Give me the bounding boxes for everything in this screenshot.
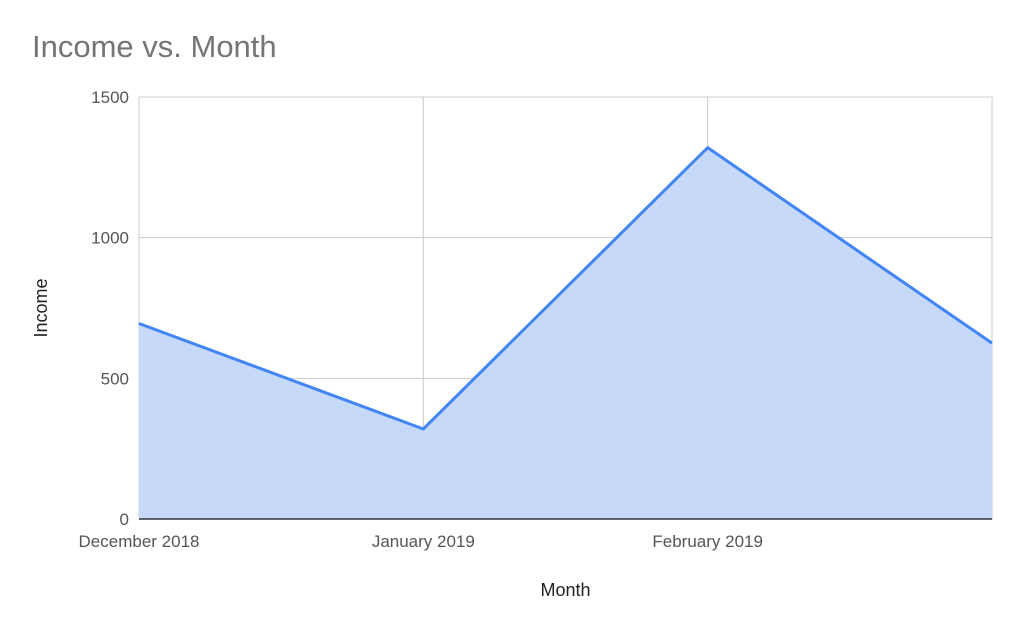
y-axis-label: Income: [31, 278, 51, 337]
series-layer: [138, 146, 993, 519]
chart-title: Income vs. Month: [32, 29, 277, 64]
x-tick-label: December 2018: [79, 532, 200, 551]
y-tick-label: 1000: [91, 229, 129, 248]
x-tick-label: January 2019: [372, 532, 475, 551]
y-tick-label: 500: [101, 369, 129, 388]
y-tick-label: 0: [120, 510, 129, 529]
y-tick-label: 1500: [91, 88, 129, 107]
x-axis-label: Month: [540, 580, 590, 600]
y-tick-labels: 0 500 1000 1500: [91, 88, 129, 529]
series-line: [138, 146, 993, 431]
x-tick-label: February 2019: [652, 532, 763, 551]
series-area: [139, 147, 992, 519]
x-tick-labels: December 2018 January 2019 February 2019: [79, 532, 763, 551]
